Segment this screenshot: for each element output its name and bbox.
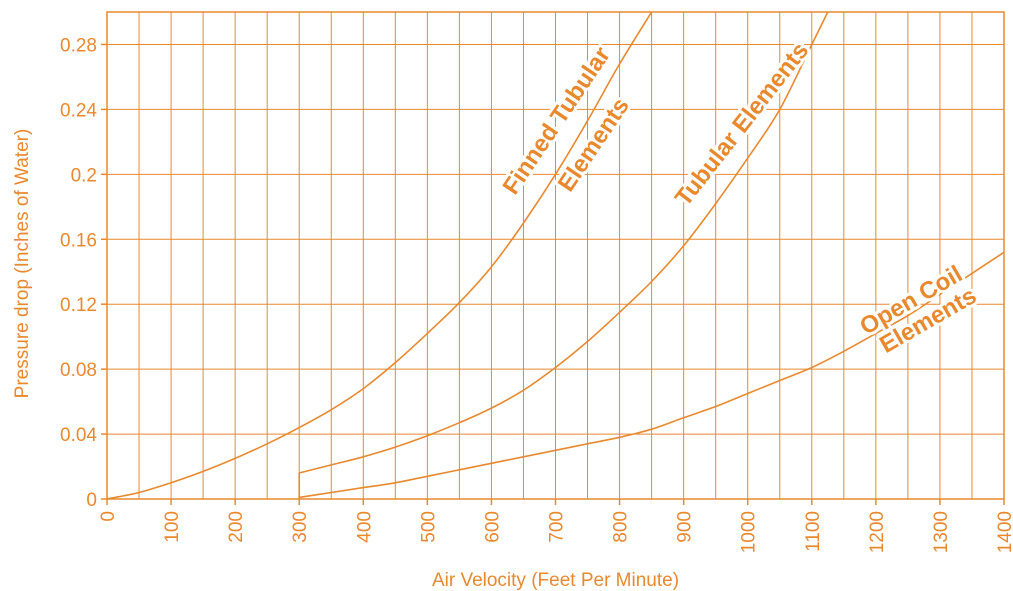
tubular-label: Tubular Elements xyxy=(670,37,814,211)
finned-tubular-curve xyxy=(107,12,653,499)
x-tick-label: 1100 xyxy=(803,511,824,552)
y-tick-label: 0.24 xyxy=(60,100,97,121)
x-tick-label: 200 xyxy=(226,511,247,543)
grid xyxy=(107,12,1004,499)
y-tick-label: 0.2 xyxy=(71,165,97,186)
y-tick-label: 0.16 xyxy=(60,230,97,251)
x-tick-label: 1400 xyxy=(995,511,1013,553)
y-tick-label: 0.28 xyxy=(60,35,97,56)
open-coil-curve xyxy=(299,251,1004,499)
x-tick-label: 1200 xyxy=(867,511,888,553)
y-tick-label: 0 xyxy=(86,490,97,511)
x-tick-label: 0 xyxy=(98,511,119,522)
x-tick-label: 500 xyxy=(418,511,439,543)
x-tick-labels: 0 100 200 300 400 500 600 700 800 900 1000 1100 1200… xyxy=(98,499,1013,553)
y-tick-labels: 0 0.04 0.08 0.12 0.16 0.2 0.24 0.28 xyxy=(60,35,107,511)
x-tick-label: 400 xyxy=(354,511,375,543)
x-axis-label: Air Velocity (Feet Per Minute) xyxy=(432,570,679,591)
y-tick-label: 0.12 xyxy=(60,295,97,316)
y-tick-label: 0.08 xyxy=(60,360,97,381)
y-axis-label: Pressure drop (Inches of Water) xyxy=(12,129,33,399)
x-tick-label: 300 xyxy=(290,511,311,543)
x-tick-label: 800 xyxy=(611,511,632,543)
x-tick-label: 900 xyxy=(675,511,696,543)
x-tick-label: 1000 xyxy=(739,511,760,553)
x-tick-label: 700 xyxy=(547,511,568,543)
x-tick-label: 100 xyxy=(162,511,183,543)
x-tick-label: 600 xyxy=(482,511,503,543)
y-tick-label: 0.04 xyxy=(60,425,97,446)
tubular-curve xyxy=(299,12,829,474)
x-tick-label: 1300 xyxy=(931,511,952,553)
